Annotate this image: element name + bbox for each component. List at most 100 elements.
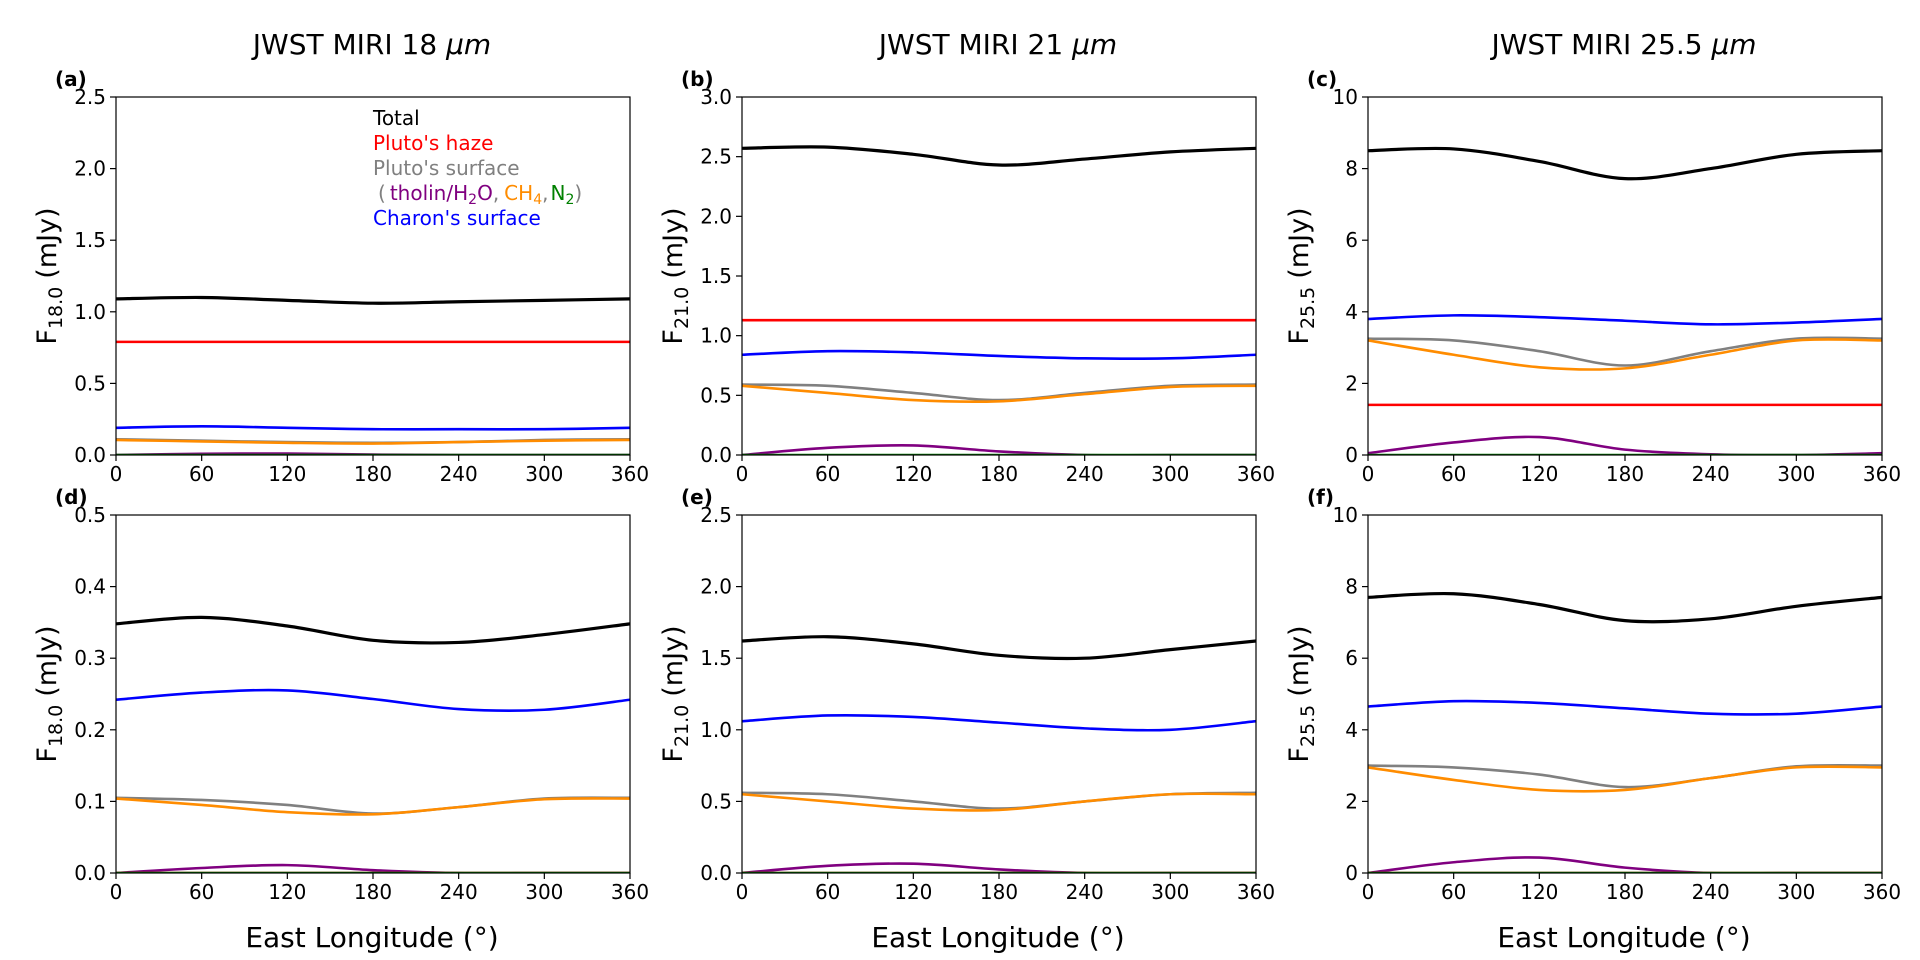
y-tick-label: 1.0 xyxy=(700,718,732,742)
legend-tholin-sub: 2 xyxy=(468,192,477,208)
y-axis-label-unit: (mJy) xyxy=(32,625,63,696)
y-axis-label-sub: 25.5 xyxy=(1297,287,1319,329)
x-axis-label-col2: East Longitude (°) xyxy=(871,921,1124,954)
y-axis-label-main: F xyxy=(658,747,689,763)
y-tick-label: 8 xyxy=(1345,575,1358,599)
y-tick-label: 4 xyxy=(1345,718,1358,742)
legend-composition: (tholin/H2O, CH4, N2) xyxy=(378,181,582,208)
series-lines xyxy=(742,145,1256,455)
x-axis-label-col3: East Longitude (°) xyxy=(1497,921,1750,954)
y-axis-label: F21.0 (mJy) xyxy=(658,625,693,762)
legend: Total Pluto's haze Pluto's surface (thol… xyxy=(372,106,582,230)
plot-frame xyxy=(1367,514,1883,874)
x-tick-label: 0 xyxy=(110,462,123,486)
x-tick-label: 60 xyxy=(815,880,840,904)
series-total-line xyxy=(742,635,1256,661)
y-tick-label: 6 xyxy=(1345,228,1358,252)
panel-b: 0 60 120 180 240 300 3600.00.51.01.52.02.53.0(… xyxy=(658,67,1275,486)
y-tick-label: 2.0 xyxy=(74,157,106,181)
y-axis-label-sub: 25.5 xyxy=(1297,705,1319,747)
panel-d: 0 60 120 180 240 300 360 0.0 0.1 0.2 0.3 0.4 0.5(d) F… xyxy=(32,485,649,904)
panel-label: (c) xyxy=(1307,67,1337,91)
legend-charon: Charon's surface xyxy=(373,206,541,230)
series-tholin-line xyxy=(1368,856,1882,873)
x-tick-label: 180 xyxy=(1606,880,1644,904)
panel-c: 0 60 120 180 240 300 360 0 2 4 6 8 10(c) F25.5 (mJy) xyxy=(1284,67,1901,486)
y-tick-label: 0.4 xyxy=(74,575,106,599)
x-tick-label: 240 xyxy=(1066,462,1104,486)
legend-sep2: , xyxy=(542,181,548,205)
y-tick-label: 0.5 xyxy=(700,383,732,407)
y-tick-label: 8 xyxy=(1345,157,1358,181)
x-tick-label: 360 xyxy=(1237,462,1275,486)
y-tick-label: 0.0 xyxy=(700,861,732,885)
series-charon-line xyxy=(742,349,1256,361)
legend-tholin: tholin/H xyxy=(390,181,468,205)
y-tick-label: 0.1 xyxy=(74,789,106,813)
y-tick-label: 2.5 xyxy=(74,85,106,109)
column-title-18: JWST MIRI 18 μm xyxy=(251,28,491,61)
y-tick-label: 2.0 xyxy=(700,575,732,599)
y-tick-label: 0.5 xyxy=(74,371,106,395)
series-lines xyxy=(1368,591,1882,873)
panel-f: 0 60 120 180 240 300 360 0 2 4 6 8 10(f) F25.5 (mJy) xyxy=(1284,485,1901,904)
y-axis-label-main: F xyxy=(1284,329,1315,345)
y-axis-label: F25.5 (mJy) xyxy=(1284,625,1319,762)
y-axis-label-main: F xyxy=(1284,747,1315,763)
panels: 0 60 120 180 240 300 3600.00.51.01.52.02.5(a)F… xyxy=(32,67,1901,904)
y-axis-label-main: F xyxy=(658,329,689,345)
series-ch4-line xyxy=(1368,338,1882,371)
y-tick-label: 2.5 xyxy=(700,503,732,527)
series-ch4-line xyxy=(742,792,1256,812)
y-axis-label-unit: (mJy) xyxy=(658,207,689,278)
series-charon-line xyxy=(116,688,630,712)
y-axis-label: F25.5 (mJy) xyxy=(1284,207,1319,344)
y-axis-label-unit: (mJy) xyxy=(1284,625,1315,696)
x-tick-label: 120 xyxy=(894,462,932,486)
y-tick-label: 0.3 xyxy=(74,646,106,670)
series-tholin-line xyxy=(1368,435,1882,455)
series-total-line xyxy=(1368,146,1882,181)
y-tick-label: 1.5 xyxy=(74,228,106,252)
legend-ch4-sub: 4 xyxy=(533,192,542,208)
x-tick-label: 180 xyxy=(980,880,1018,904)
x-tick-label: 300 xyxy=(1151,462,1189,486)
plot-frame xyxy=(1367,96,1883,456)
y-tick-label: 0.0 xyxy=(74,443,106,467)
legend-pluto-surface: Pluto's surface xyxy=(373,156,520,180)
series-ch4-line xyxy=(116,438,630,445)
y-tick-label: 0 xyxy=(1345,443,1358,467)
x-tick-label: 360 xyxy=(1237,880,1275,904)
column-title-25-5: JWST MIRI 25.5 μm xyxy=(1489,28,1756,61)
y-tick-label: 0.0 xyxy=(700,443,732,467)
series-charon-line xyxy=(742,713,1256,732)
panel-label: (e) xyxy=(681,485,713,509)
series-ch4-line xyxy=(1368,765,1882,793)
y-tick-label: 0.0 xyxy=(74,861,106,885)
y-tick-label: 10 xyxy=(1333,503,1358,527)
y-tick-label: 10 xyxy=(1333,85,1358,109)
x-tick-label: 120 xyxy=(894,880,932,904)
y-axis-label-unit: (mJy) xyxy=(1284,207,1315,278)
x-tick-label: 60 xyxy=(189,880,214,904)
y-tick-label: 2.0 xyxy=(700,204,732,228)
series-lines xyxy=(116,615,630,873)
y-axis-label: F21.0 (mJy) xyxy=(658,207,693,344)
y-axis-label-sub: 18.0 xyxy=(45,705,67,747)
x-tick-label: 60 xyxy=(1441,462,1466,486)
series-tholin-line xyxy=(116,863,630,873)
x-tick-label: 300 xyxy=(1151,880,1189,904)
y-tick-label: 0.2 xyxy=(74,718,106,742)
x-tick-label: 240 xyxy=(1066,880,1104,904)
y-tick-label: 6 xyxy=(1345,646,1358,670)
x-tick-label: 0 xyxy=(1362,462,1375,486)
panel-a: 0 60 120 180 240 300 360 0.0 0.5 1.0 1.5 2.0 2.5(a) F… xyxy=(32,67,649,486)
x-tick-label: 60 xyxy=(189,462,214,486)
series-total-line xyxy=(116,295,630,305)
x-tick-label: 360 xyxy=(1863,462,1901,486)
x-tick-label: 120 xyxy=(1520,880,1558,904)
x-tick-label: 120 xyxy=(268,462,306,486)
legend-n2-sub: 2 xyxy=(565,192,574,208)
y-tick-label: 0 xyxy=(1345,861,1358,885)
